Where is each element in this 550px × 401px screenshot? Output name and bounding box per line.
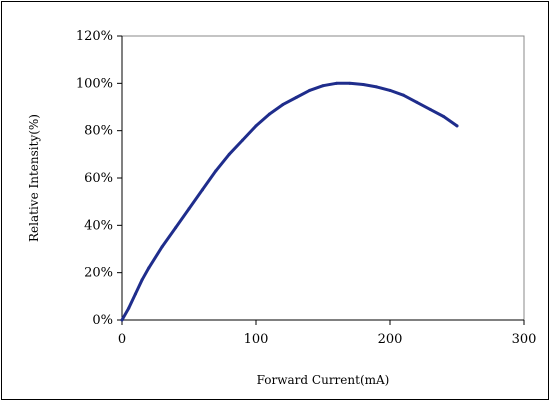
series-layer xyxy=(120,81,459,322)
data-point xyxy=(348,81,352,85)
x-tick-label: 100 xyxy=(244,332,269,347)
data-point xyxy=(120,318,124,322)
data-point xyxy=(401,93,405,97)
data-point xyxy=(147,266,151,270)
data-point xyxy=(187,207,191,211)
plot-area xyxy=(121,35,525,321)
data-point xyxy=(227,152,231,156)
data-point xyxy=(214,169,218,173)
data-point xyxy=(267,112,271,116)
y-tick-label: 0% xyxy=(92,313,113,328)
y-axis-ticks: 0% 20% 40% 60% 80% 100% 120% xyxy=(76,29,122,328)
y-tick-label: 100% xyxy=(76,76,113,91)
data-point xyxy=(388,88,392,92)
x-tick-label: 0 xyxy=(118,332,126,347)
data-point xyxy=(334,81,338,85)
data-point xyxy=(294,96,298,100)
data-point xyxy=(455,124,459,128)
data-point xyxy=(160,245,164,249)
series-line xyxy=(120,81,459,322)
y-tick-label: 120% xyxy=(76,29,113,44)
data-point xyxy=(281,103,285,107)
data-point xyxy=(321,84,325,88)
y-tick-label: 40% xyxy=(84,218,113,233)
y-tick-label: 80% xyxy=(84,124,113,139)
x-axis-ticks: 0 100 200 300 xyxy=(118,320,537,347)
data-point xyxy=(254,124,258,128)
y-axis-title: Relative Intensity(%) xyxy=(27,114,41,242)
x-axis-title: Forward Current(mA) xyxy=(257,373,390,387)
y-tick-label: 20% xyxy=(84,266,113,281)
data-point xyxy=(140,278,144,282)
data-point xyxy=(308,88,312,92)
data-point xyxy=(375,85,379,89)
data-point xyxy=(174,226,178,230)
data-point xyxy=(133,292,137,296)
data-point xyxy=(442,114,446,118)
x-tick-label: 300 xyxy=(512,332,537,347)
data-point xyxy=(200,188,204,192)
x-tick-label: 200 xyxy=(378,332,403,347)
data-point xyxy=(241,138,245,142)
data-point xyxy=(428,107,432,111)
data-point xyxy=(415,100,419,104)
data-point xyxy=(361,83,365,87)
y-tick-label: 60% xyxy=(84,171,113,186)
data-point xyxy=(127,306,131,310)
